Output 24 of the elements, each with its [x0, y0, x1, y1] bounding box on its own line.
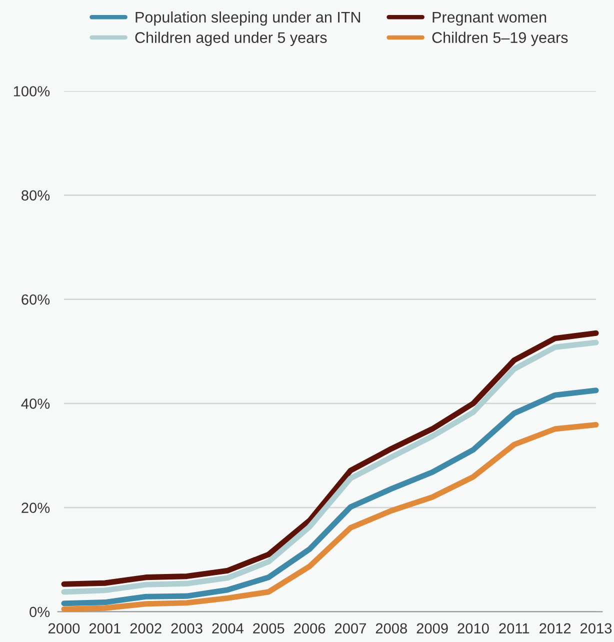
y-tick-label: 0%: [30, 606, 50, 618]
x-tick-label: 2006: [294, 623, 326, 634]
x-tick-label: 2013: [580, 623, 612, 634]
x-tick-label: 2003: [171, 623, 202, 634]
legend-label: Children 5–19 years: [432, 32, 568, 46]
x-tick-label: 2002: [130, 623, 162, 634]
legend-label: Pregnant women: [432, 12, 546, 26]
legend-label: Population sleeping under an ITN: [136, 11, 360, 26]
y-tick-label: 60%: [22, 294, 50, 305]
x-tick-label: 2005: [253, 623, 284, 634]
x-tick-label: 2007: [334, 623, 366, 634]
x-tick-label: 2008: [376, 623, 407, 634]
legend-label: Children aged under 5 years: [135, 32, 327, 46]
y-tick-label: 40%: [21, 398, 50, 409]
y-tick-label: 20%: [22, 502, 50, 513]
x-tick-label: 2000: [48, 623, 80, 634]
x-tick-label: 2011: [499, 623, 530, 634]
y-tick-label: 100%: [14, 86, 50, 96]
x-tick-label: 2010: [458, 623, 489, 634]
y-tick-label: 80%: [22, 190, 50, 201]
x-tick-label: 2001: [89, 623, 120, 634]
x-tick-label: 2004: [212, 623, 244, 634]
x-tick-label: 2012: [540, 623, 571, 634]
x-tick-label: 2009: [416, 623, 448, 634]
